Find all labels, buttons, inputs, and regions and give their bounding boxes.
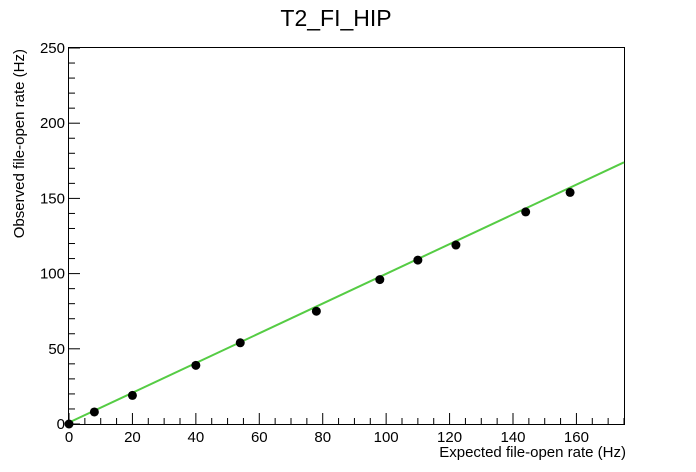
y-tick-label: 200 bbox=[40, 115, 65, 132]
data-point bbox=[235, 338, 245, 348]
fit-line bbox=[68, 161, 625, 424]
data-point bbox=[64, 419, 74, 429]
x-tick-label: 100 bbox=[374, 429, 399, 446]
data-point bbox=[565, 187, 575, 197]
data-point bbox=[191, 360, 201, 370]
x-tick-label: 40 bbox=[188, 429, 205, 446]
data-point bbox=[311, 306, 321, 316]
x-tick-label: 140 bbox=[500, 429, 525, 446]
y-tick-label: 50 bbox=[48, 341, 65, 358]
y-axis: 0 50 100 150 200 250 bbox=[40, 40, 80, 433]
x-tick-label: 60 bbox=[251, 429, 268, 446]
data-point bbox=[451, 240, 461, 250]
series-layer bbox=[64, 161, 625, 429]
data-point bbox=[413, 255, 423, 265]
x-tick-label: 20 bbox=[124, 429, 141, 446]
x-axis-title: Expected file-open rate (Hz) bbox=[439, 444, 626, 461]
data-point bbox=[89, 407, 99, 417]
y-tick-label: 250 bbox=[40, 40, 65, 57]
chart-title: T2_FI_HIP bbox=[280, 5, 391, 31]
data-point bbox=[521, 207, 531, 217]
x-axis: 0 20 40 60 80 100 120 140 160 bbox=[65, 413, 625, 446]
x-tick-label: 120 bbox=[437, 429, 462, 446]
y-tick-label: 0 bbox=[57, 416, 65, 433]
data-point bbox=[375, 275, 385, 285]
plot-frame bbox=[68, 47, 625, 425]
x-tick-label: 160 bbox=[564, 429, 589, 446]
y-axis-title: Observed file-open rate (Hz) bbox=[11, 49, 28, 238]
data-point bbox=[127, 390, 137, 400]
x-tick-label: 0 bbox=[65, 429, 73, 446]
x-tick-label: 80 bbox=[314, 429, 331, 446]
y-tick-label: 100 bbox=[40, 266, 65, 283]
y-tick-label: 150 bbox=[40, 190, 65, 207]
